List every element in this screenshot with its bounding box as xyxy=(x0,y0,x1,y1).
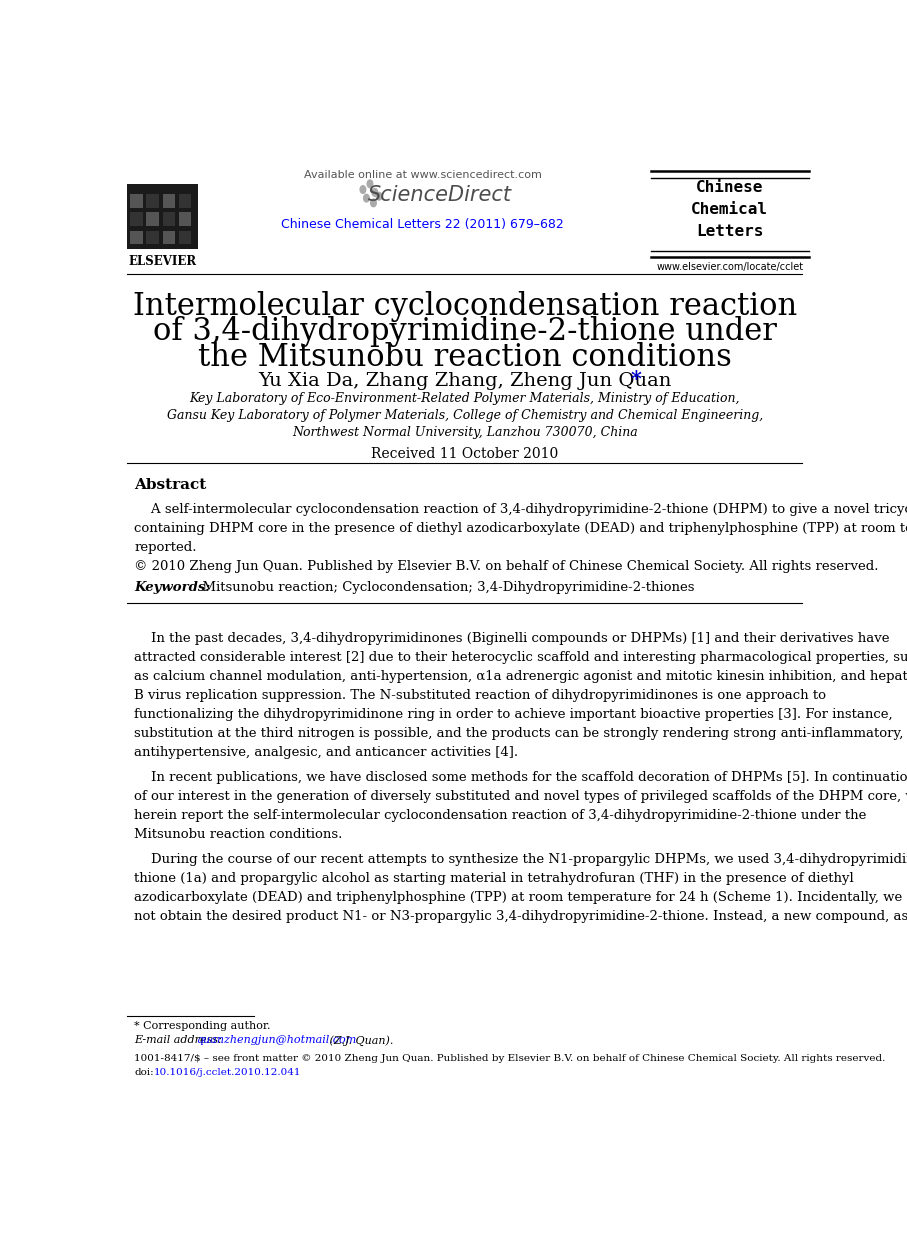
Text: substitution at the third nitrogen is possible, and the products can be strongly: substitution at the third nitrogen is po… xyxy=(134,727,904,740)
Bar xyxy=(131,194,143,208)
Text: of our interest in the generation of diversely substituted and novel types of pr: of our interest in the generation of div… xyxy=(134,790,907,803)
Text: ScienceDirect: ScienceDirect xyxy=(368,184,512,204)
Text: Gansu Key Laboratory of Polymer Materials, College of Chemistry and Chemical Eng: Gansu Key Laboratory of Polymer Material… xyxy=(167,409,763,422)
Circle shape xyxy=(376,192,382,201)
Text: Mitsunobu reaction conditions.: Mitsunobu reaction conditions. xyxy=(134,828,343,842)
Text: attracted considerable interest [2] due to their heterocyclic scaffold and inter: attracted considerable interest [2] due … xyxy=(134,651,907,664)
Text: 10.1016/j.cclet.2010.12.041: 10.1016/j.cclet.2010.12.041 xyxy=(154,1068,302,1077)
Text: * Corresponding author.: * Corresponding author. xyxy=(134,1021,271,1031)
Text: Mitsunobu reaction; Cyclocondensation; 3,4-Dihydropyrimidine-2-thiones: Mitsunobu reaction; Cyclocondensation; 3… xyxy=(194,582,695,594)
Bar xyxy=(146,194,159,208)
Text: Chemical: Chemical xyxy=(691,202,768,217)
Bar xyxy=(146,213,159,225)
Text: Yu Xia Da, Zhang Zhang, Zheng Jun Quan: Yu Xia Da, Zhang Zhang, Zheng Jun Quan xyxy=(258,371,671,390)
Text: herein report the self-intermolecular cyclocondensation reaction of 3,4-dihydrop: herein report the self-intermolecular cy… xyxy=(134,810,867,822)
Circle shape xyxy=(372,188,377,196)
Text: functionalizing the dihydropyrimidinone ring in order to achieve important bioac: functionalizing the dihydropyrimidinone … xyxy=(134,708,893,721)
Text: antihypertensive, analgesic, and anticancer activities [4].: antihypertensive, analgesic, and antican… xyxy=(134,747,519,759)
Text: the Mitsunobu reaction conditions: the Mitsunobu reaction conditions xyxy=(198,342,732,373)
Text: Chinese: Chinese xyxy=(697,180,764,196)
Bar xyxy=(162,230,175,244)
Text: 1001-8417/$ – see front matter © 2010 Zheng Jun Quan. Published by Elsevier B.V.: 1001-8417/$ – see front matter © 2010 Zh… xyxy=(134,1055,886,1063)
Circle shape xyxy=(371,199,376,207)
Text: B virus replication suppression. The N-substituted reaction of dihydropyrimidino: B virus replication suppression. The N-s… xyxy=(134,690,826,702)
Bar xyxy=(162,213,175,225)
Text: Intermolecular cyclocondensation reaction: Intermolecular cyclocondensation reactio… xyxy=(132,291,797,322)
Text: as calcium channel modulation, anti-hypertension, α1a adrenergic agonist and mit: as calcium channel modulation, anti-hype… xyxy=(134,670,907,683)
Bar xyxy=(146,230,159,244)
Text: A self-intermolecular cyclocondensation reaction of 3,4-dihydropyrimidine-2-thio: A self-intermolecular cyclocondensation … xyxy=(134,503,907,516)
Text: *: * xyxy=(630,369,641,389)
Bar xyxy=(131,213,143,225)
Text: reported.: reported. xyxy=(134,541,197,555)
Text: During the course of our recent attempts to synthesize the N1-propargylic DHPMs,: During the course of our recent attempts… xyxy=(134,853,907,867)
Text: Letters: Letters xyxy=(697,224,764,239)
Text: thione (1a) and propargylic alcohol as starting material in tetrahydrofuran (THF: thione (1a) and propargylic alcohol as s… xyxy=(134,872,854,885)
Text: www.elsevier.com/locate/cclet: www.elsevier.com/locate/cclet xyxy=(657,262,804,272)
Bar xyxy=(179,230,191,244)
Text: In recent publications, we have disclosed some methods for the scaffold decorati: In recent publications, we have disclose… xyxy=(134,771,907,784)
Text: (Z.J. Quan).: (Z.J. Quan). xyxy=(326,1035,393,1046)
Bar xyxy=(179,213,191,225)
Bar xyxy=(131,230,143,244)
Circle shape xyxy=(367,180,373,188)
Bar xyxy=(127,183,198,249)
Text: quanzhengjun@hotmail.com: quanzhengjun@hotmail.com xyxy=(196,1035,356,1045)
Text: Received 11 October 2010: Received 11 October 2010 xyxy=(371,447,559,461)
Text: © 2010 Zheng Jun Quan. Published by Elsevier B.V. on behalf of Chinese Chemical : © 2010 Zheng Jun Quan. Published by Else… xyxy=(134,561,879,573)
Text: Keywords:: Keywords: xyxy=(134,582,210,594)
Text: of 3,4-dihydropyrimidine-2-thione under: of 3,4-dihydropyrimidine-2-thione under xyxy=(153,317,776,348)
Circle shape xyxy=(360,186,366,193)
Text: E-mail address:: E-mail address: xyxy=(134,1035,226,1045)
Text: Abstract: Abstract xyxy=(134,478,207,493)
Text: Available online at www.sciencedirect.com: Available online at www.sciencedirect.co… xyxy=(304,170,541,180)
Text: doi:: doi: xyxy=(134,1068,154,1077)
Text: containing DHPM core in the presence of diethyl azodicarboxylate (DEAD) and trip: containing DHPM core in the presence of … xyxy=(134,522,907,535)
Text: Northwest Normal University, Lanzhou 730070, China: Northwest Normal University, Lanzhou 730… xyxy=(292,426,638,439)
Text: not obtain the desired product N1- or N3-propargylic 3,4-dihydropyrimidine-2-thi: not obtain the desired product N1- or N3… xyxy=(134,910,907,924)
Text: In the past decades, 3,4-dihydropyrimidinones (Biginelli compounds or DHPMs) [1]: In the past decades, 3,4-dihydropyrimidi… xyxy=(134,631,890,645)
Text: azodicarboxylate (DEAD) and triphenylphosphine (TPP) at room temperature for 24 : azodicarboxylate (DEAD) and triphenylpho… xyxy=(134,891,907,904)
Text: Chinese Chemical Letters 22 (2011) 679–682: Chinese Chemical Letters 22 (2011) 679–6… xyxy=(281,218,564,232)
Text: Key Laboratory of Eco-Environment-Related Polymer Materials, Ministry of Educati: Key Laboratory of Eco-Environment-Relate… xyxy=(190,391,740,405)
Circle shape xyxy=(364,194,369,202)
Bar xyxy=(179,194,191,208)
Bar xyxy=(162,194,175,208)
Text: ELSEVIER: ELSEVIER xyxy=(129,255,197,269)
